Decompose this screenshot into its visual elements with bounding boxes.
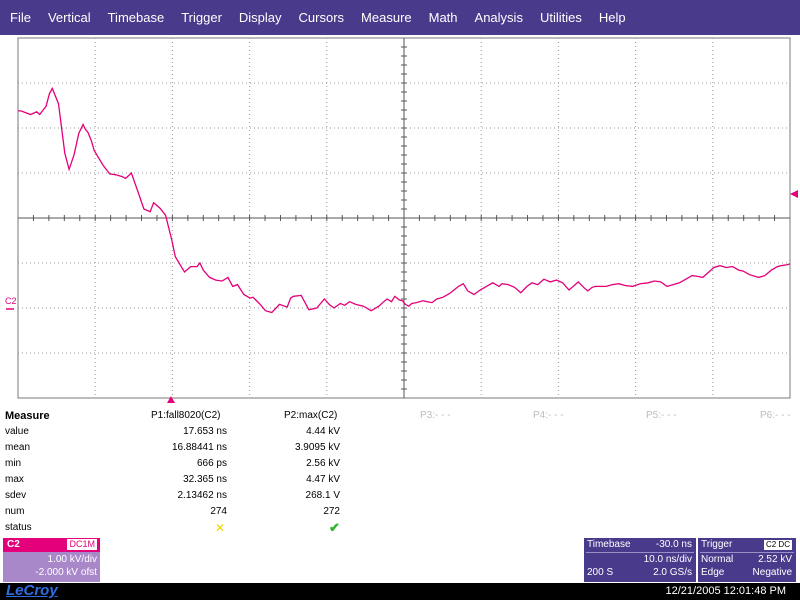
menu-vertical[interactable]: Vertical <box>47 10 91 25</box>
trigger-position-marker[interactable] <box>167 396 175 403</box>
menu-utilities[interactable]: Utilities <box>539 10 582 25</box>
measure-row-label: sdev <box>5 490 27 501</box>
channel-coupling: DC1M <box>67 539 97 550</box>
menu-bar: File Vertical Timebase Trigger Display Cursor… <box>0 0 800 35</box>
check-mark-icon: ✔ <box>329 520 340 535</box>
p1-sdev-value: 2.13462 ns <box>177 490 228 501</box>
p2-mean-value: 3.9095 kV <box>294 442 340 453</box>
p1-num-value: 274 <box>210 506 227 517</box>
measure-row-value: value 17.653 ns 4.44 kV <box>0 424 800 440</box>
menu-file[interactable]: File <box>10 10 31 25</box>
trigger-level-marker[interactable] <box>790 190 798 198</box>
trace-label-c2: C2 <box>5 296 17 306</box>
p4-header[interactable]: P4:- - - <box>533 410 564 421</box>
date-time: 12/21/2005 12:01:48 PM <box>665 585 786 597</box>
measure-table: Measure P1:fall8020(C2) P2:max(C2) P3:- … <box>0 405 800 535</box>
measure-row-label: min <box>5 458 22 469</box>
menu-math[interactable]: Math <box>428 10 458 25</box>
trigger-level: 2.52 kV <box>758 554 792 565</box>
trigger-mode: Normal <box>701 554 734 565</box>
channel-name: C2 <box>7 539 20 550</box>
measure-row-min: min 666 ps 2.56 kV <box>0 456 800 472</box>
p2-min-value: 2.56 kV <box>306 458 340 469</box>
waveform-display: C2 <box>5 37 798 403</box>
brand-logo: LeCroy <box>6 582 58 599</box>
p1-min-value: 666 ps <box>196 458 227 469</box>
p2-max-value: 4.47 kV <box>306 474 340 485</box>
trigger-title: Trigger <box>701 539 733 550</box>
trigger-slope: Negative <box>752 567 792 578</box>
p1-value-value: 17.653 ns <box>183 426 227 437</box>
p1-mean-value: 16.88441 ns <box>171 442 227 453</box>
measure-row-sdev: sdev 2.13462 ns 268.1 V <box>0 488 800 504</box>
status-bar: LeCroy 12/21/2005 12:01:48 PM <box>0 582 800 600</box>
measure-row-label: num <box>5 506 25 517</box>
timebase-panel[interactable]: Timebase -30.0 ns 10.0 ns/div 200 S 2.0 … <box>584 538 696 582</box>
trigger-panel[interactable]: Trigger C2 DC Normal 2.52 kV Edge Negati… <box>698 538 796 582</box>
channel-c2-panel[interactable]: C2 DC1M 1.00 kV/div -2.000 kV ofst <box>3 538 100 582</box>
menu-help[interactable]: Help <box>598 10 626 25</box>
waveform-grid[interactable]: C2 <box>0 35 800 405</box>
channel-c2-header: C2 DC1M <box>3 538 100 552</box>
measure-title: Measure <box>5 410 50 422</box>
p2-sdev-value: 268.1 V <box>305 490 340 501</box>
x-mark-icon: ✕ <box>215 521 226 535</box>
axis-ticks <box>18 38 790 398</box>
timebase-title: Timebase <box>587 539 631 550</box>
menu-measure[interactable]: Measure <box>361 10 412 25</box>
p5-header[interactable]: P5:- - - <box>646 410 677 421</box>
p2-num-value: 272 <box>323 506 340 517</box>
p1-header[interactable]: P1:fall8020(C2) <box>151 410 221 421</box>
timebase-time-div: 10.0 ns/div <box>643 554 692 565</box>
timebase-delay: -30.0 ns <box>655 539 692 550</box>
measure-row-mean: mean 16.88441 ns 3.9095 kV <box>0 440 800 456</box>
channel-volts-div: 1.00 kV/div <box>47 554 97 565</box>
measure-row-max: max 32.365 ns 4.47 kV <box>0 472 800 488</box>
timebase-sample-rate: 2.0 GS/s <box>653 567 692 578</box>
menu-display[interactable]: Display <box>238 10 282 25</box>
timebase-samples: 200 S <box>587 567 614 578</box>
menu-analysis[interactable]: Analysis <box>474 10 523 25</box>
measure-row-label: mean <box>5 442 31 453</box>
p6-header[interactable]: P6:- - - <box>760 410 791 421</box>
measure-row-label: max <box>5 474 24 485</box>
p2-value-value: 4.44 kV <box>306 426 340 437</box>
measure-header-row: Measure P1:fall8020(C2) P2:max(C2) P3:- … <box>0 408 800 424</box>
measure-row-status: status ✕ ✔ <box>0 520 800 536</box>
measure-row-label: value <box>5 426 29 437</box>
p3-header[interactable]: P3:- - - <box>420 410 451 421</box>
measure-row-label: status <box>5 522 32 533</box>
p1-max-value: 32.365 ns <box>183 474 227 485</box>
measure-row-num: num 274 272 <box>0 504 800 520</box>
menu-timebase[interactable]: Timebase <box>107 10 165 25</box>
p2-header[interactable]: P2:max(C2) <box>284 410 338 421</box>
trace-c2 <box>18 86 791 314</box>
trigger-type: Edge <box>701 567 725 578</box>
channel-offset: -2.000 kV ofst <box>35 567 97 578</box>
menu-cursors[interactable]: Cursors <box>298 10 345 25</box>
trigger-source: C2 DC <box>763 540 792 550</box>
menu-trigger[interactable]: Trigger <box>181 10 222 25</box>
